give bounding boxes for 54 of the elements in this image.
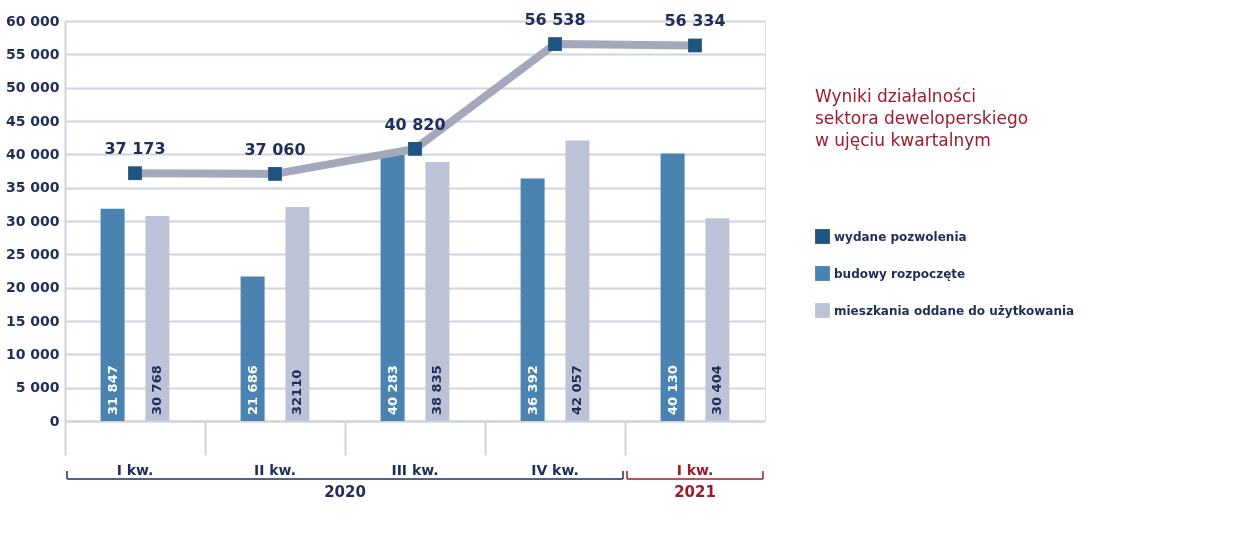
bar (240, 276, 265, 421)
data-label: 40 283 (384, 365, 400, 415)
data-label: 21 686 (244, 365, 260, 415)
text: Wyniki działalności sektora deweloperskiego w ujęciu kwartalnym (815, 86, 1029, 150)
x-tick-label: II kw. (254, 461, 296, 478)
data-label: 40 130 (664, 365, 680, 415)
point (408, 141, 422, 156)
point (268, 167, 282, 181)
legend-label: wydane pozwolenia (834, 229, 967, 244)
data-label: 38 835 (429, 365, 445, 415)
point (688, 38, 702, 53)
text: 2021 (674, 483, 716, 501)
bar (100, 208, 125, 421)
data-label: 37 173 (104, 139, 166, 159)
data-label: 31 847 (104, 365, 120, 415)
data-label: 40 820 (384, 114, 446, 134)
y-tick-label: 20 000 (5, 279, 60, 296)
bar (520, 178, 545, 421)
bar (565, 140, 590, 421)
y-tick-label: 60 000 (5, 12, 60, 29)
bar (425, 162, 450, 421)
y-tick-label: 25 000 (5, 245, 60, 262)
bar (380, 152, 405, 421)
x-tick-label: III kw. (391, 461, 439, 478)
data-label: 37 060 (244, 139, 306, 159)
x-tick-label: I kw. (116, 461, 154, 478)
legend-label: mieszkania oddane do użytkowania (834, 303, 1075, 318)
legend-label: budowy rozpoczęte (834, 266, 966, 281)
text: 2020 (324, 483, 366, 501)
bar (285, 206, 310, 421)
y-tick-label: 50 000 (5, 79, 60, 96)
point (128, 166, 142, 181)
y-tick-label: 35 000 (5, 179, 60, 196)
x-tick-label: IV kw. (531, 461, 579, 478)
data-label: 30 404 (709, 365, 725, 415)
y-tick-label: 40 000 (5, 145, 60, 162)
y-tick-label: 10 000 (5, 345, 60, 362)
y-tick-label: 5 000 (15, 379, 60, 396)
y-tick-label: 45 000 (5, 112, 60, 129)
data-label: 30 768 (149, 365, 165, 415)
y-tick-label: 0 (49, 412, 60, 429)
bar (145, 215, 170, 421)
data-label: 56 334 (664, 11, 726, 31)
y-tick-label: 30 000 (5, 212, 60, 229)
data-label: 42 057 (569, 365, 585, 415)
point (548, 37, 562, 51)
y-tick-label: 55 000 (5, 45, 60, 62)
y-tick-label: 15 000 (5, 312, 60, 329)
bar (660, 153, 685, 421)
data-label: 32110 (289, 369, 305, 415)
data-label: 36 392 (524, 365, 540, 415)
data-label: 56 538 (524, 10, 586, 30)
bar (705, 218, 730, 421)
x-tick-label: I kw. (676, 461, 714, 478)
